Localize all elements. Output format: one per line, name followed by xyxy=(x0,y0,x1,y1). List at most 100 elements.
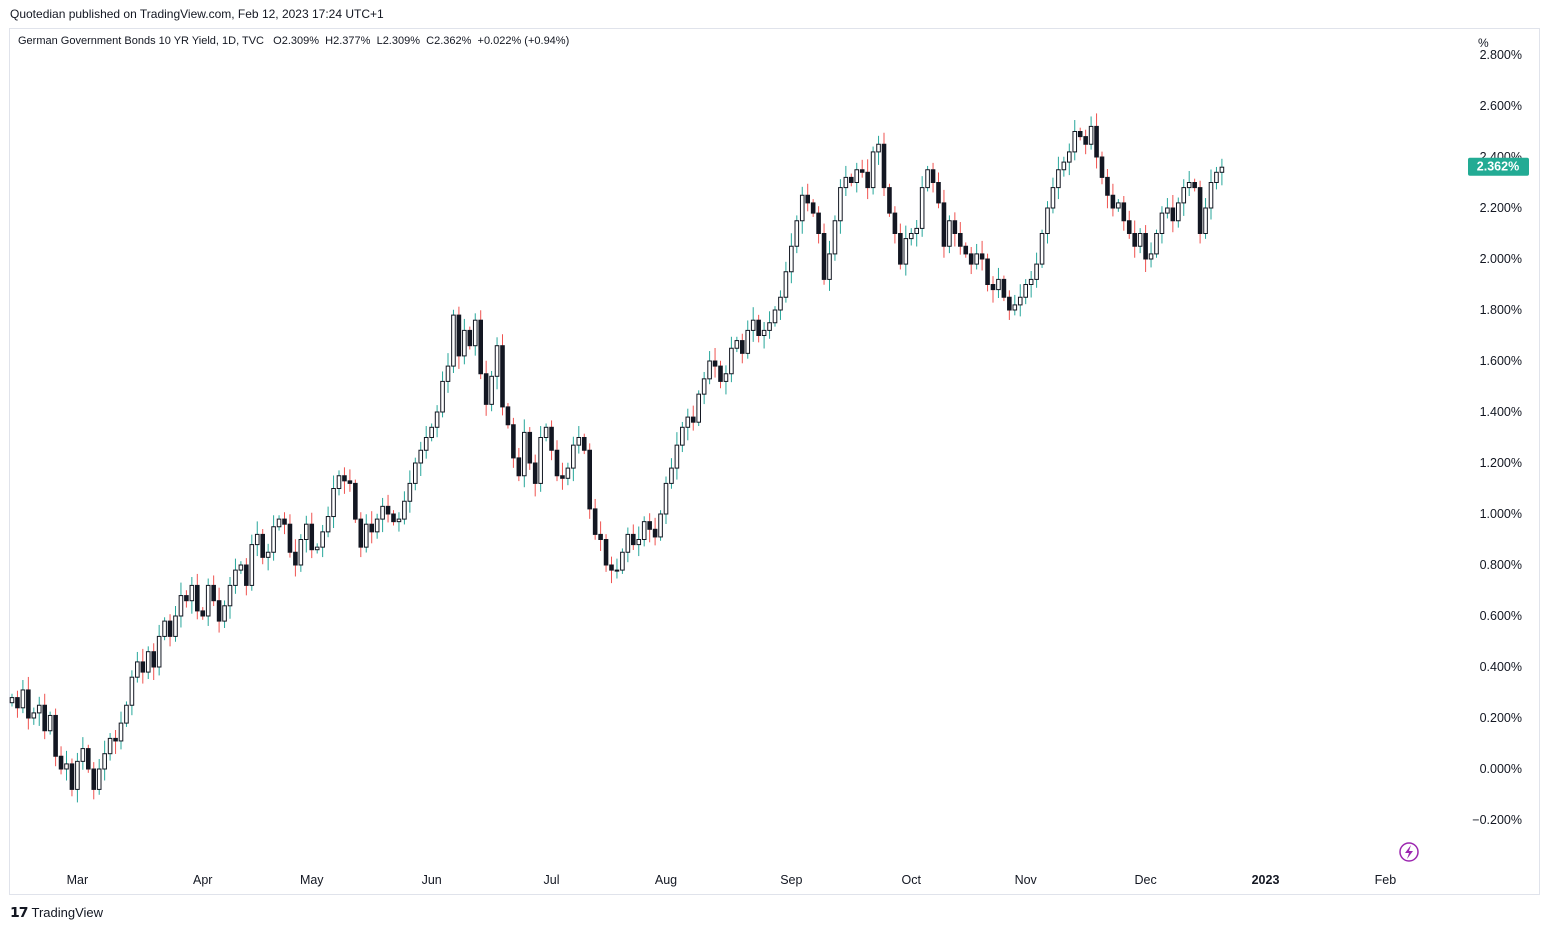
candle-body xyxy=(107,737,113,755)
candle-body xyxy=(211,584,216,602)
candle-body xyxy=(549,426,554,451)
candle-body xyxy=(254,533,260,546)
candle-body xyxy=(903,238,909,265)
candle-body xyxy=(494,345,500,377)
candle-body xyxy=(576,437,582,446)
candle-body xyxy=(1067,151,1072,163)
candle-body xyxy=(1176,202,1181,222)
candle-body xyxy=(908,233,914,240)
candle-body xyxy=(925,169,930,189)
candle-body xyxy=(385,505,391,515)
candle-body xyxy=(418,449,424,464)
candle-body xyxy=(979,253,985,260)
y-tick-label: 1.400% xyxy=(1480,405,1522,419)
candle-body xyxy=(162,620,167,637)
legend-open: 2.309% xyxy=(281,35,320,47)
candle-body xyxy=(859,169,865,173)
candle-body xyxy=(625,533,631,553)
x-tick-label: Dec xyxy=(1134,873,1156,887)
candle-body xyxy=(516,457,522,477)
candle-body xyxy=(336,475,342,489)
candle-body xyxy=(124,704,129,724)
legend-open-label: O xyxy=(273,35,282,47)
candle-body xyxy=(347,480,353,484)
candle-body xyxy=(75,760,80,790)
candle-body xyxy=(609,564,614,571)
candle-body xyxy=(1116,202,1121,209)
candle-body xyxy=(440,380,445,413)
candle-body xyxy=(701,378,707,395)
footer-brand[interactable]: 𝟭𝟳 TradingView xyxy=(10,904,103,921)
candle-body xyxy=(1105,176,1110,196)
x-tick-label: Mar xyxy=(67,873,89,887)
candle-body xyxy=(1121,202,1127,222)
y-tick-label: 0.200% xyxy=(1480,711,1522,725)
legend-symbol[interactable]: German Government Bonds 10 YR Yield, 1D,… xyxy=(18,35,264,47)
candle-body xyxy=(227,584,233,607)
x-tick-label: Nov xyxy=(1015,873,1038,887)
candle-body xyxy=(603,539,609,566)
candle-body xyxy=(647,521,652,530)
chart-legend: German Government Bonds 10 YR Yield, 1D,… xyxy=(18,35,569,47)
last-price-tag xyxy=(1468,157,1529,176)
candle-body xyxy=(216,600,222,622)
y-tick-label: 1.600% xyxy=(1480,354,1522,368)
candle-body xyxy=(794,220,800,247)
candle-body xyxy=(745,329,751,354)
candle-body xyxy=(898,233,903,265)
candle-body xyxy=(1056,169,1061,189)
candle-body xyxy=(363,523,369,548)
candle-body xyxy=(849,176,854,183)
candle-body xyxy=(838,187,843,222)
candle-body xyxy=(145,651,151,673)
y-tick-label: 1.800% xyxy=(1480,303,1522,317)
candle-body xyxy=(42,704,48,732)
candle-body xyxy=(598,533,603,541)
candle-body xyxy=(15,697,20,709)
candle-body xyxy=(276,518,282,528)
legend-high-label: H xyxy=(325,35,334,47)
legend-low: 2.309% xyxy=(382,35,420,47)
candle-body xyxy=(434,411,440,428)
candle-body xyxy=(636,539,642,546)
candle-body xyxy=(369,523,374,533)
candle-body xyxy=(265,551,271,558)
candle-body xyxy=(963,245,969,255)
candle-body xyxy=(167,620,173,637)
candle-body xyxy=(396,518,402,523)
y-tick-label: 1.200% xyxy=(1480,456,1522,470)
candle-body xyxy=(331,488,336,518)
candle-body xyxy=(26,689,31,719)
candle-body xyxy=(47,714,53,732)
candle-body xyxy=(631,533,636,546)
candle-body xyxy=(892,212,898,235)
candle-body xyxy=(750,319,756,331)
candle-body xyxy=(205,584,211,617)
candle-body xyxy=(865,171,870,189)
x-tick-label: May xyxy=(300,873,324,887)
candle-body xyxy=(985,258,990,285)
candle-body xyxy=(1007,296,1012,311)
candle-body xyxy=(990,284,996,291)
candle-body xyxy=(712,360,718,367)
candle-body xyxy=(467,329,473,347)
candle-body xyxy=(309,523,315,551)
candle-body xyxy=(140,661,146,673)
price-axis-unit: % xyxy=(1478,36,1489,50)
candle-body xyxy=(729,347,734,375)
candle-body xyxy=(1143,233,1148,260)
candle-body xyxy=(1203,207,1208,234)
candle-body xyxy=(663,482,669,515)
candle-body xyxy=(1148,253,1154,260)
candle-body xyxy=(1110,194,1116,209)
lightning-bolt-icon[interactable] xyxy=(1405,845,1413,859)
candle-body xyxy=(974,253,979,265)
candle-body xyxy=(64,763,69,770)
candle-body xyxy=(641,521,647,541)
candle-body xyxy=(293,551,298,566)
candle-body xyxy=(1077,131,1083,138)
candle-body xyxy=(772,309,778,324)
x-tick-label: Jul xyxy=(544,873,560,887)
candle-body xyxy=(560,475,565,479)
